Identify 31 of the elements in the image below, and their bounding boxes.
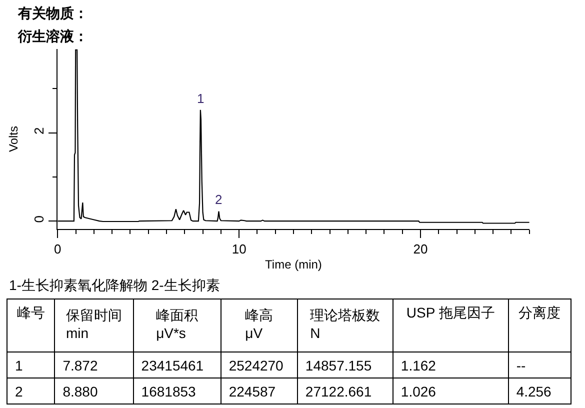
category-label: USP 拖尾因子 <box>406 304 495 320</box>
category-label: 峰面积 μV*s <box>156 307 198 342</box>
text: 2 <box>14 384 23 400</box>
x-tick-label: 10 <box>232 242 246 257</box>
text: 7.872 <box>62 358 98 374</box>
x-tick-label: 0 <box>54 242 62 257</box>
annotation: 2 <box>215 192 222 207</box>
text: 8.880 <box>62 384 98 400</box>
category-label: 保留时间 min <box>66 307 122 342</box>
category-label: 分离度 <box>518 304 561 320</box>
category-label: 峰高 μV <box>245 307 274 342</box>
text: 224587 <box>228 384 276 400</box>
chart-title: 有关物质： <box>17 5 88 21</box>
chart-subtitle: 衍生溶液： <box>17 28 88 44</box>
text: 14857.155 <box>305 358 372 374</box>
x-axis-title: Time (min) <box>265 258 322 272</box>
text: 1-生长抑素氧化降解物 2-生长抑素 <box>9 277 220 293</box>
text: 1 <box>14 358 23 374</box>
text: 27122.661 <box>305 384 372 400</box>
annotation: 1 <box>197 91 204 106</box>
category-label: 峰号 <box>16 304 45 320</box>
text: 2524270 <box>228 358 284 374</box>
text: 1.026 <box>400 384 436 400</box>
text: 1681853 <box>141 384 196 400</box>
category-label: 理论塔板数 N <box>310 307 380 342</box>
text: 1.162 <box>400 358 436 374</box>
text: 23415461 <box>141 358 204 374</box>
text: 4.256 <box>516 384 552 400</box>
x-tick-label: 20 <box>413 242 428 257</box>
y-axis-title: Volts <box>6 126 21 152</box>
text: -- <box>516 358 526 374</box>
